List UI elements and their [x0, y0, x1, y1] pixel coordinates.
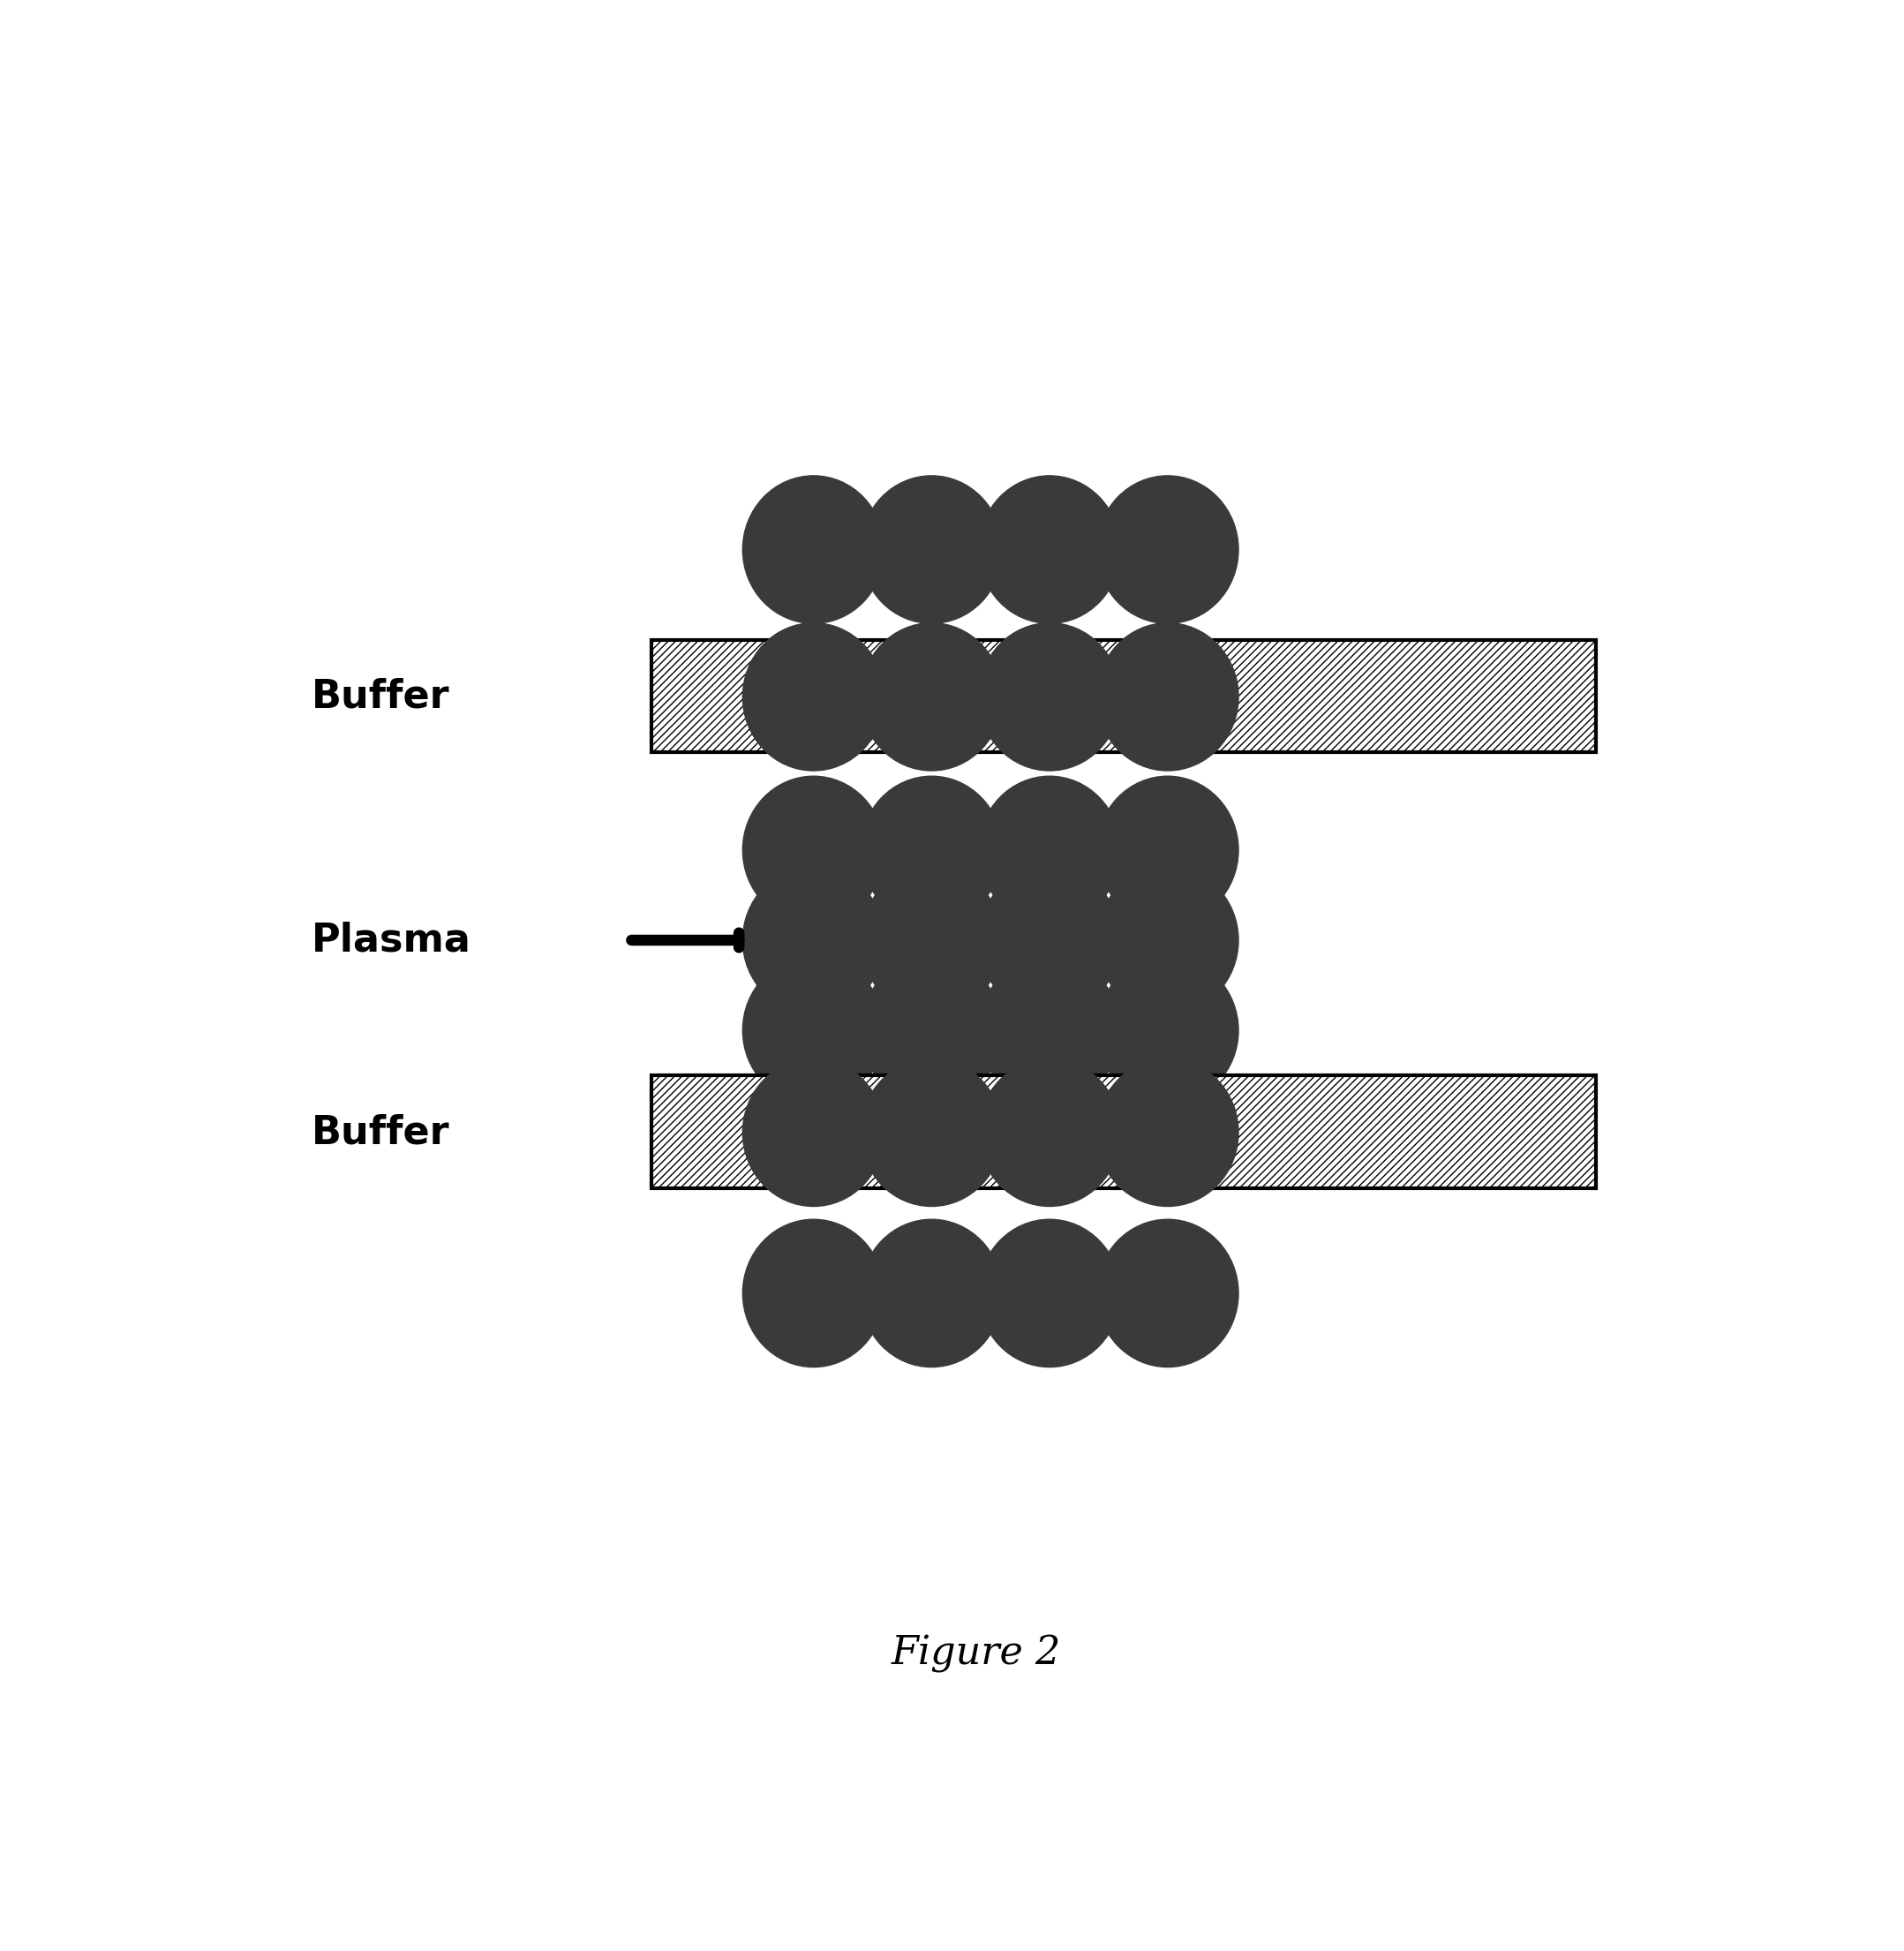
Ellipse shape — [861, 476, 1002, 624]
Bar — [651, 640, 1596, 753]
Text: Plasma: Plasma — [312, 921, 472, 960]
Ellipse shape — [861, 1219, 1002, 1368]
Ellipse shape — [861, 1059, 1002, 1206]
Ellipse shape — [743, 476, 883, 624]
Ellipse shape — [979, 622, 1120, 771]
Ellipse shape — [979, 1059, 1120, 1206]
Ellipse shape — [1097, 476, 1238, 624]
Ellipse shape — [743, 956, 883, 1104]
Bar — [651, 1075, 1596, 1188]
Ellipse shape — [861, 622, 1002, 771]
Text: Figure 2: Figure 2 — [891, 1635, 1061, 1672]
Text: Buffer: Buffer — [312, 1114, 449, 1151]
Ellipse shape — [979, 776, 1120, 925]
Ellipse shape — [979, 1219, 1120, 1368]
Text: Buffer: Buffer — [312, 677, 449, 716]
Ellipse shape — [1097, 956, 1238, 1104]
Ellipse shape — [1097, 1059, 1238, 1206]
Ellipse shape — [743, 866, 883, 1015]
Ellipse shape — [743, 776, 883, 925]
Ellipse shape — [979, 956, 1120, 1104]
Ellipse shape — [979, 866, 1120, 1015]
Ellipse shape — [861, 866, 1002, 1015]
Ellipse shape — [861, 956, 1002, 1104]
Ellipse shape — [1097, 866, 1238, 1015]
Ellipse shape — [743, 1059, 883, 1206]
Ellipse shape — [1097, 1219, 1238, 1368]
Ellipse shape — [743, 622, 883, 771]
Ellipse shape — [1097, 622, 1238, 771]
Ellipse shape — [1097, 776, 1238, 925]
Ellipse shape — [979, 476, 1120, 624]
Ellipse shape — [743, 1219, 883, 1368]
Ellipse shape — [861, 776, 1002, 925]
